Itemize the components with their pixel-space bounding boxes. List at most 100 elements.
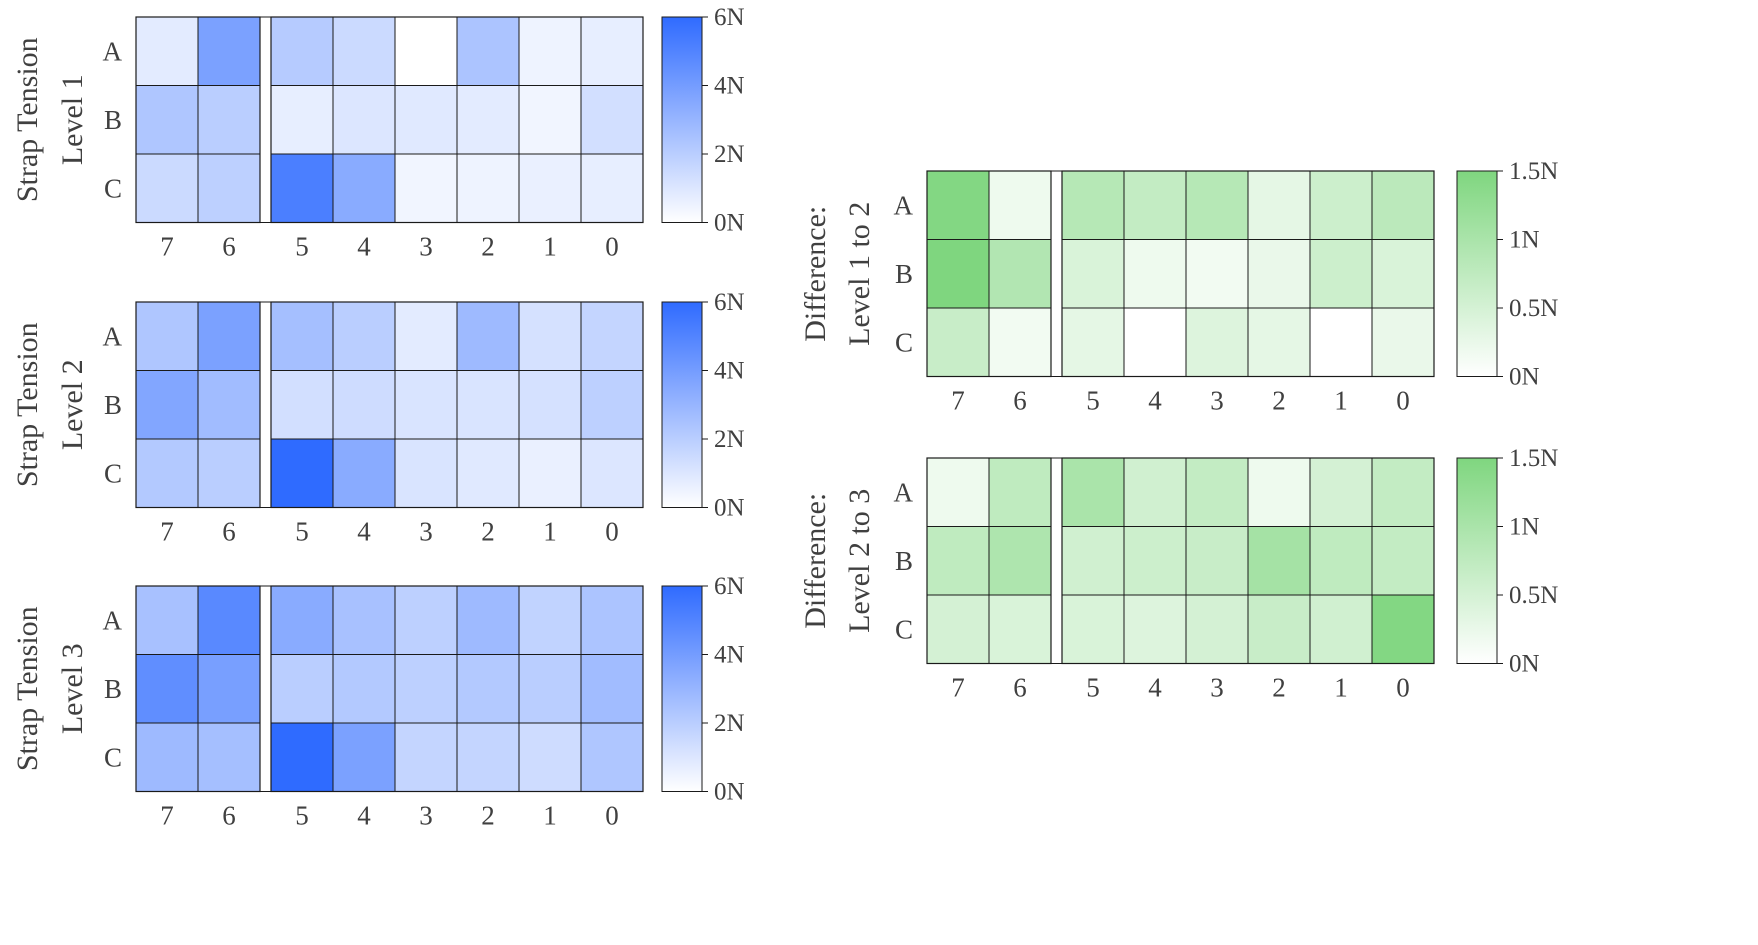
grid-frame-right (1061, 170, 1435, 378)
column-label: 4 (357, 232, 371, 262)
heatmap-cell (1061, 457, 1125, 527)
y-axis-label: Level 1 to 2 (843, 202, 876, 346)
heatmap-cell (135, 301, 199, 371)
y-axis-label: Level 2 to 3 (843, 489, 876, 633)
heatmap-cell (394, 370, 458, 440)
heatmap-cell (518, 585, 582, 655)
y-axis-label: Difference: (799, 493, 832, 629)
heatmap-cell (988, 457, 1052, 527)
heatmap-cell (197, 654, 261, 724)
y-axis-label: Level 2 (56, 359, 89, 450)
column-label: 3 (1210, 673, 1224, 703)
column-label: 2 (1272, 673, 1286, 703)
heatmap-cell (394, 438, 458, 508)
heatmap-cell (394, 85, 458, 155)
grid-frame-left (926, 457, 1052, 665)
heatmap-cell (270, 16, 334, 86)
heatmap-cell (518, 654, 582, 724)
heatmap-cell (1061, 239, 1125, 309)
heatmap-cell (926, 457, 990, 527)
column-label: 5 (295, 801, 309, 831)
heatmap-cell (270, 153, 334, 223)
column-label: 1 (543, 801, 557, 831)
heatmap-cell (580, 654, 644, 724)
heatmap-cell (197, 438, 261, 508)
heatmap-1: A B C 7 6 5 4 3 2 1 0 Strap Tension Level 1 0N 2N 4N 6N (11, 4, 745, 262)
heatmap-cell (270, 654, 334, 724)
colorbar-tick-label: 4N (714, 642, 745, 669)
grid-frame-right (1061, 457, 1435, 665)
column-label: 2 (481, 517, 495, 547)
colorbar-tick-label: 0N (1509, 364, 1540, 391)
heatmap-cell (332, 370, 396, 440)
heatmap-cell (1371, 239, 1435, 309)
heatmap-cell (1309, 170, 1373, 240)
heatmap-cell (197, 585, 261, 655)
heatmap-cell (197, 16, 261, 86)
heatmap-cell (332, 722, 396, 792)
heatmap-cell (135, 370, 199, 440)
colorbar (1456, 170, 1498, 377)
heatmap-cell (926, 594, 990, 664)
heatmap-cell (270, 370, 334, 440)
colorbar-tick-label: 1.5N (1509, 158, 1558, 185)
heatmap-cell (1309, 457, 1373, 527)
heatmap-cell (1371, 307, 1435, 377)
heatmap-cell (1123, 594, 1187, 664)
row-label: A (103, 605, 123, 635)
heatmap-cell (135, 722, 199, 792)
colorbar (1456, 457, 1498, 664)
row-label: B (895, 546, 913, 576)
heatmap-cell (1185, 170, 1249, 240)
heatmap-cell (1061, 594, 1125, 664)
heatmap-cell (1371, 594, 1435, 664)
column-label: 1 (1334, 386, 1348, 416)
heatmap-cell (1185, 239, 1249, 309)
heatmap-cell (1371, 457, 1435, 527)
heatmap-cell (580, 85, 644, 155)
grid-frame-right (270, 16, 644, 224)
column-label: 7 (951, 673, 965, 703)
column-label: 6 (222, 517, 236, 547)
column-label: 4 (1148, 673, 1162, 703)
heatmap-cell (1123, 239, 1187, 309)
heatmap-3: A B C 7 6 5 4 3 2 1 0 Strap Tension Level 3 0N 2N 4N 6N (11, 573, 745, 831)
heatmap-cell (394, 153, 458, 223)
heatmap-cell (1371, 170, 1435, 240)
column-label: 0 (605, 801, 619, 831)
colorbar-tick-label: 0.5N (1509, 582, 1558, 609)
colorbar-tick-label: 4N (714, 73, 745, 100)
colorbar-tick-label: 0N (714, 495, 745, 522)
heatmap-cell (270, 722, 334, 792)
colorbar-tick-label: 6N (714, 289, 745, 316)
grid-frame-left (926, 170, 1052, 378)
heatmap-cell (135, 16, 199, 86)
heatmap-cell (518, 438, 582, 508)
row-label: A (894, 190, 914, 220)
heatmap-cell (1123, 170, 1187, 240)
row-label: C (895, 614, 913, 644)
heatmap-cell (518, 85, 582, 155)
heatmap-cell (456, 370, 520, 440)
column-label: 7 (160, 801, 174, 831)
column-label: 5 (1086, 673, 1100, 703)
heatmap-cell (197, 370, 261, 440)
heatmap-cell (197, 85, 261, 155)
row-label: B (104, 674, 122, 704)
colorbar (661, 301, 703, 508)
heatmap-cell (988, 170, 1052, 240)
heatmap-cell (518, 722, 582, 792)
heatmap-cell (1061, 307, 1125, 377)
heatmap-cell (1371, 526, 1435, 596)
column-label: 6 (222, 232, 236, 262)
column-label: 3 (419, 517, 433, 547)
y-axis-label: Strap Tension (11, 606, 44, 771)
y-axis-label: Level 3 (56, 643, 89, 734)
row-label: A (103, 321, 123, 351)
heatmap-cell (456, 85, 520, 155)
column-label: 5 (295, 517, 309, 547)
heatmap-cell (518, 16, 582, 86)
heatmap-cell (135, 654, 199, 724)
heatmap-cell (518, 301, 582, 371)
heatmap-cell (1247, 170, 1311, 240)
